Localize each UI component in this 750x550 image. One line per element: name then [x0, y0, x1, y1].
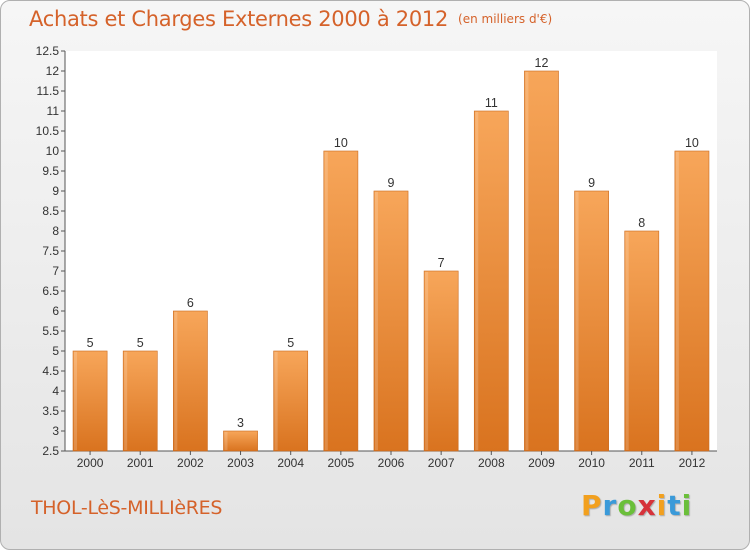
bar-highlight	[324, 152, 328, 450]
bar-2004	[273, 350, 309, 452]
y-tick-label: 10	[46, 144, 60, 158]
y-tick-label: 5	[52, 344, 59, 358]
y-tick-label: 6	[52, 304, 59, 318]
logo-letter: r	[602, 489, 618, 522]
bar-2009	[524, 70, 559, 452]
y-tick-label: 12.5	[36, 44, 60, 58]
bar-2010	[574, 190, 609, 452]
y-tick-label: 8	[52, 224, 59, 238]
logo-letter: i	[656, 489, 668, 522]
logo-letter: t	[667, 489, 682, 522]
x-tick-label-2010: 2010	[578, 456, 605, 470]
proxiti-logo: Proxiti	[581, 489, 692, 522]
y-tick-label: 8.5	[42, 204, 59, 218]
x-tick-label-2005: 2005	[327, 456, 354, 470]
data-label-2006: 9	[388, 176, 395, 190]
x-tick-label-2001: 2001	[127, 456, 154, 470]
logo-letter: P	[581, 489, 603, 522]
bar-2012	[674, 150, 710, 452]
data-label-2001: 5	[137, 336, 144, 350]
bar-highlight	[475, 112, 479, 450]
data-label-2000: 5	[87, 336, 94, 350]
chart-title: Achats et Charges Externes 2000 à 2012 (e…	[29, 7, 552, 31]
y-tick-label: 3	[52, 424, 59, 438]
bar-highlight	[174, 312, 178, 450]
y-tick-label: 4	[52, 384, 59, 398]
x-tick-label-2004: 2004	[277, 456, 304, 470]
data-label-2008: 11	[485, 96, 498, 110]
data-label-2009: 12	[535, 56, 549, 70]
y-tick-label: 2.5	[42, 444, 59, 458]
y-tick-label: 3.5	[42, 404, 59, 418]
y-tick-label: 5.5	[42, 324, 59, 338]
bar-2003	[223, 430, 258, 452]
data-label-2004: 5	[287, 336, 294, 350]
data-label-2003: 3	[237, 416, 244, 430]
y-tick-label: 7.5	[42, 244, 59, 258]
bar-highlight	[74, 352, 78, 450]
bar-2005	[323, 150, 359, 452]
bar-2001	[122, 350, 158, 452]
y-tick-label: 4.5	[42, 364, 59, 378]
logo-letter: o	[617, 489, 638, 522]
y-tick-label: 9	[52, 184, 59, 198]
commune-name: THOL-LèS-MILLIèRES	[31, 497, 223, 519]
bar-highlight	[675, 152, 679, 450]
y-tick-label: 11	[47, 104, 60, 118]
bar-2008	[473, 110, 509, 452]
bar-highlight	[625, 232, 629, 450]
bar-highlight	[525, 72, 529, 450]
x-tick-label-2002: 2002	[177, 456, 204, 470]
data-label-2010: 9	[588, 176, 595, 190]
data-label-2005: 10	[334, 136, 348, 150]
x-tick-label-2012: 2012	[679, 456, 706, 470]
y-tick-label: 11.5	[37, 84, 60, 98]
logo-letter: x	[637, 489, 657, 522]
chart-unit-note: (en milliers d'€)	[458, 12, 553, 26]
y-tick-label: 9.5	[42, 164, 59, 178]
y-tick-label: 7	[52, 264, 59, 278]
bar-highlight	[575, 192, 579, 450]
bar-2002	[173, 310, 208, 452]
bar-highlight	[124, 352, 128, 450]
x-tick-label-2008: 2008	[478, 456, 505, 470]
y-tick-label: 6.5	[42, 284, 59, 298]
x-tick-label-2007: 2007	[428, 456, 455, 470]
logo-letter: i	[681, 489, 693, 522]
bar-highlight	[224, 432, 228, 450]
bar-2006	[373, 190, 409, 452]
data-label-2007: 7	[438, 256, 445, 270]
chart-title-text: Achats et Charges Externes 2000 à 2012	[29, 7, 449, 31]
data-label-2011: 8	[638, 216, 645, 230]
data-label-2012: 10	[685, 136, 699, 150]
bar-2011	[624, 230, 660, 452]
x-tick-label-2006: 2006	[378, 456, 405, 470]
x-tick-label-2003: 2003	[227, 456, 254, 470]
bar-2000	[72, 350, 108, 452]
y-tick-label: 10.5	[36, 124, 60, 138]
bar-highlight	[425, 272, 429, 450]
bar-highlight	[374, 192, 378, 450]
y-tick-label: 12	[46, 64, 60, 78]
x-tick-label-2000: 2000	[77, 456, 104, 470]
x-tick-label-2009: 2009	[528, 456, 555, 470]
data-label-2002: 6	[187, 296, 194, 310]
bar-2007	[423, 270, 459, 452]
x-tick-label-2011: 2011	[629, 456, 655, 470]
bar-highlight	[274, 352, 278, 450]
